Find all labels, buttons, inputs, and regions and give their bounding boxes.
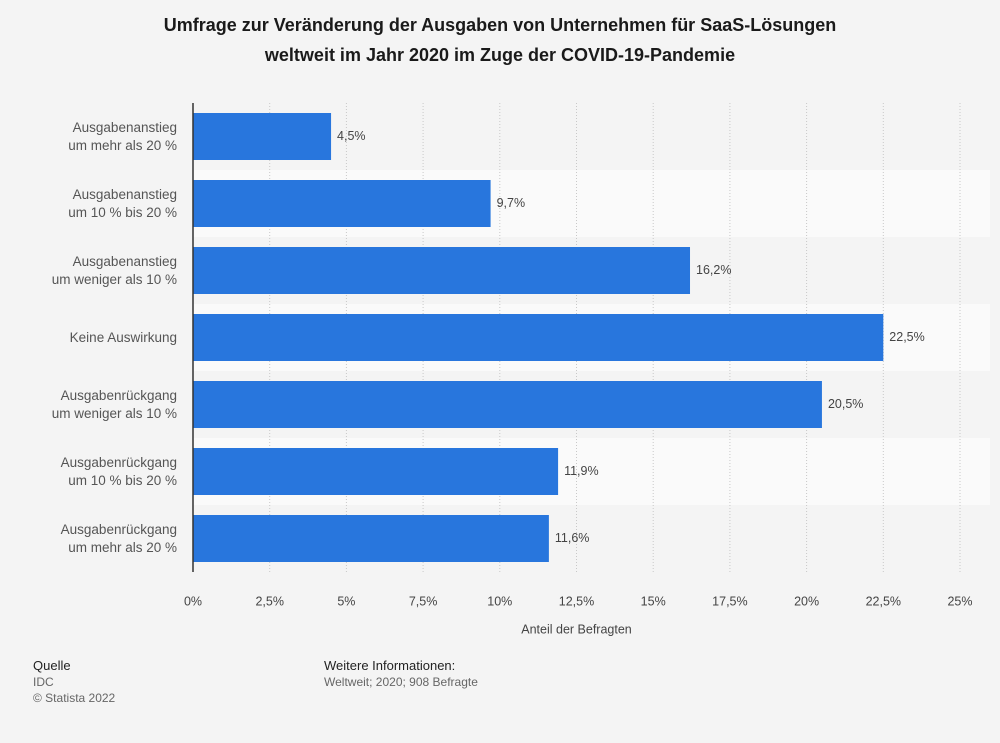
y-tick-label: Ausgabenrückgang um weniger als 10 %	[51, 387, 177, 421]
source-block: Quelle IDC © Statista 2022	[33, 658, 115, 706]
bar	[193, 381, 822, 428]
x-tick-label: 17,5%	[712, 594, 747, 608]
x-tick-label: 20%	[794, 594, 819, 608]
value-label: 22,5%	[889, 330, 924, 344]
value-label: 20,5%	[828, 397, 863, 411]
x-tick-label: 15%	[641, 594, 666, 608]
x-tick-label: 25%	[947, 594, 972, 608]
bar	[193, 180, 491, 227]
bar	[193, 314, 884, 361]
chart-title: Umfrage zur Veränderung der Ausgaben von…	[163, 15, 837, 65]
source-title: Quelle	[33, 658, 71, 673]
x-tick-label: 12,5%	[559, 594, 594, 608]
bar	[193, 247, 691, 294]
bar	[193, 113, 332, 160]
x-tick-label: 2,5%	[255, 594, 284, 608]
value-label: 4,5%	[337, 129, 366, 143]
y-tick-label: Keine Auswirkung	[69, 329, 177, 345]
y-tick-label: Ausgabenrückgang um mehr als 20 %	[60, 521, 177, 555]
x-tick-label: 7,5%	[409, 594, 438, 608]
y-tick-label: Ausgabenrückgang um 10 % bis 20 %	[60, 454, 177, 488]
x-tick-label: 10%	[487, 594, 512, 608]
y-tick-label: Ausgabenanstieg um 10 % bis 20 %	[68, 186, 177, 220]
y-tick-label: Ausgabenanstieg um mehr als 20 %	[68, 119, 177, 153]
copyright: © Statista 2022	[33, 691, 116, 705]
info-title: Weitere Informationen:	[324, 658, 456, 673]
info-block: Weitere Informationen: Weltweit; 2020; 9…	[324, 658, 478, 690]
x-tick-label: 0%	[184, 594, 202, 608]
value-label: 16,2%	[696, 263, 731, 277]
y-tick-label: Ausgabenanstieg um weniger als 10 %	[51, 253, 177, 287]
source: IDC	[33, 675, 54, 689]
info: Weltweit; 2020; 908 Befragte	[324, 675, 478, 689]
value-label: 11,9%	[564, 464, 599, 478]
value-label: 11,6%	[555, 531, 590, 545]
bar	[193, 448, 559, 495]
x-tick-label: 5%	[337, 594, 355, 608]
bar	[193, 515, 549, 562]
value-label: 9,7%	[497, 196, 526, 210]
x-tick-label: 22,5%	[866, 594, 901, 608]
x-axis-label: Anteil der Befragten	[521, 622, 632, 636]
